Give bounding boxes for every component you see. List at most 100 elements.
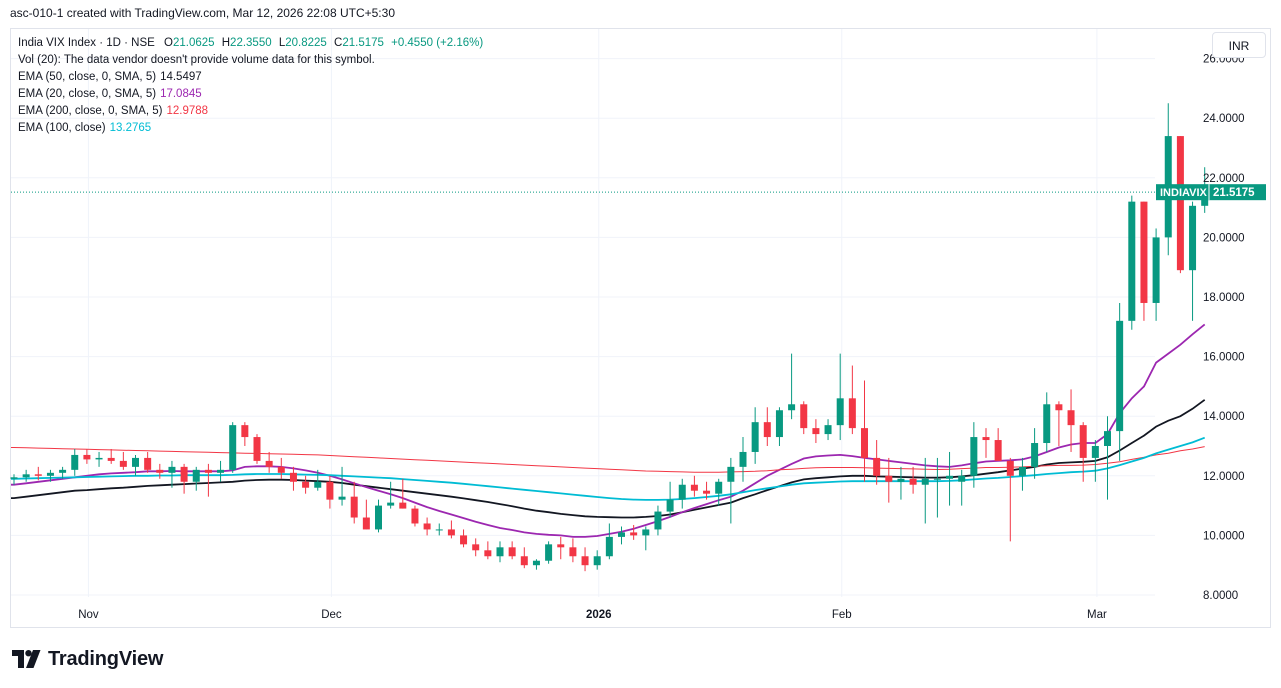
candle-body	[1189, 205, 1197, 271]
candle	[763, 407, 771, 446]
candle	[739, 437, 747, 482]
candle-body	[994, 440, 1002, 461]
ema-lines	[11, 323, 1206, 538]
candle	[217, 460, 225, 482]
candlesticks	[10, 103, 1209, 572]
candle-body	[946, 475, 954, 479]
candle	[1079, 422, 1087, 482]
candle	[1006, 457, 1014, 542]
symbol-row[interactable]: India VIX Index · 1D · NSE O21.0625 H22.…	[18, 35, 483, 52]
price-tick-label: 14.0000	[1203, 411, 1245, 423]
candle-body	[107, 457, 115, 461]
candle-body	[605, 536, 613, 557]
candle	[1128, 195, 1136, 330]
candle-body	[848, 398, 856, 429]
ohlc-open: O21.0625	[164, 37, 215, 49]
ema20-line	[11, 323, 1206, 538]
tradingview-logo[interactable]: TradingView	[12, 647, 163, 671]
candle	[144, 451, 152, 473]
candle	[921, 457, 929, 524]
last-price-tag: INDIAVIX 21.5175	[1156, 184, 1266, 201]
candle	[204, 463, 212, 497]
indicator-value: 17.0845	[160, 88, 202, 100]
candle	[472, 538, 480, 557]
candle-body	[788, 404, 796, 411]
candle	[350, 481, 358, 524]
candle-body	[119, 460, 127, 467]
candle-body	[435, 529, 443, 531]
candle	[642, 526, 650, 551]
candle	[362, 499, 370, 530]
time-tick-label: Mar	[1087, 609, 1107, 621]
price-change: +0.4550 (+2.16%)	[391, 37, 484, 49]
candle	[1104, 416, 1111, 500]
candle	[581, 547, 589, 572]
candle	[812, 419, 820, 444]
symbol-name[interactable]: India VIX Index · 1D · NSE	[18, 37, 155, 49]
candle-body	[873, 457, 881, 476]
candle-body	[1079, 425, 1087, 458]
volume-note[interactable]: Vol (20): The data vendor doesn't provid…	[18, 54, 375, 66]
candle	[678, 478, 686, 509]
indicator-ema20[interactable]: EMA (20, close, 0, SMA, 5) 17.0845	[18, 88, 202, 100]
candle	[1091, 440, 1099, 482]
candle	[168, 460, 176, 488]
candle-body	[1043, 404, 1051, 444]
candle-body	[362, 517, 370, 530]
indicator-ema200[interactable]: EMA (200, close, 0, SMA, 5) 12.9788	[18, 105, 209, 117]
candle	[192, 466, 200, 491]
candle-body	[10, 477, 18, 479]
candle	[132, 454, 139, 476]
candle-body	[545, 544, 553, 561]
ohlc-high: H22.3550	[221, 37, 272, 49]
candle	[1116, 302, 1124, 461]
currency-button[interactable]: INR	[1212, 32, 1266, 58]
candle-body	[970, 437, 978, 476]
candle-body	[800, 404, 808, 429]
candle-body	[1091, 446, 1099, 458]
price-tick-label: 8.0000	[1203, 590, 1238, 602]
candle-body	[1104, 431, 1111, 446]
candle-body	[350, 496, 358, 518]
candle	[107, 448, 115, 464]
price-tick-label: 18.0000	[1203, 292, 1245, 304]
candle	[630, 524, 638, 540]
candle	[399, 478, 407, 509]
candle-body	[132, 457, 139, 467]
candle	[970, 422, 978, 488]
candle-body	[217, 469, 225, 473]
indicator-ema100[interactable]: EMA (100, close) 13.2765	[18, 122, 152, 134]
candle	[460, 529, 468, 548]
candle-body	[690, 484, 698, 491]
candle	[703, 481, 711, 500]
candle	[1031, 428, 1039, 479]
candle-body	[1176, 136, 1184, 271]
candle	[800, 401, 808, 435]
candle-body	[314, 481, 322, 488]
candle	[532, 559, 540, 570]
chart-caption: asc-010-1 created with TradingView.com, …	[10, 6, 395, 20]
candle-body	[95, 457, 103, 460]
candle	[982, 428, 990, 458]
candle	[848, 365, 856, 435]
candle-body	[46, 472, 54, 476]
candle-body	[1031, 443, 1039, 467]
candle-body	[836, 398, 844, 426]
candle-body	[520, 556, 528, 566]
candle-body	[739, 451, 747, 467]
candle-body	[156, 469, 164, 473]
candle	[289, 466, 297, 491]
candle	[46, 469, 54, 482]
indicator-ema50[interactable]: EMA (50, close, 0, SMA, 5) 14.5497	[18, 71, 202, 83]
candle-body	[897, 478, 905, 482]
candle	[933, 457, 941, 518]
candle	[666, 481, 674, 518]
candle-body	[277, 466, 285, 473]
price-tag-value: 21.5175	[1213, 187, 1255, 199]
candle	[484, 541, 492, 560]
candle-body	[1018, 466, 1026, 476]
candle	[788, 353, 796, 420]
candle-body	[581, 556, 589, 566]
candle-body	[180, 466, 188, 482]
